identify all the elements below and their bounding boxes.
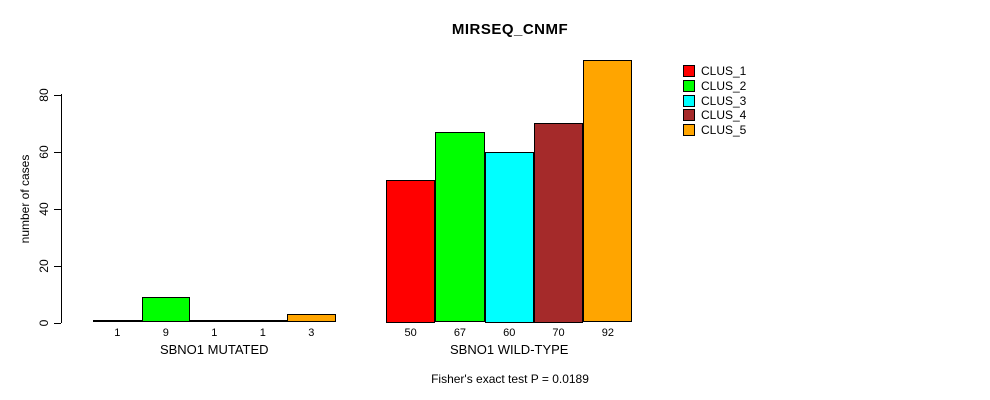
bar-value-label: 50 [404, 327, 417, 339]
legend-item-clus_2: CLUS_2 [683, 79, 746, 94]
bar-value-label: 3 [308, 327, 315, 339]
bar-value-label: 1 [211, 327, 218, 339]
bar-clus_5-group1 [287, 313, 336, 323]
bar-clus_5-group2 [583, 60, 633, 323]
chart-title: MIRSEQ_CNMF [451, 21, 569, 38]
bar-clus_2-group1 [141, 296, 190, 323]
y-axis-label-text: number of cases [18, 154, 32, 244]
y-axis-line [61, 94, 62, 323]
legend-label: CLUS_4 [701, 108, 747, 123]
legend-swatch [683, 94, 695, 107]
bar-value-label: 67 [453, 327, 467, 339]
bar-clus_4-group1 [238, 319, 287, 323]
legend-swatch [683, 80, 695, 93]
legend-label: CLUS_5 [701, 123, 747, 138]
bar-value-label: 60 [503, 327, 516, 339]
legend-label: CLUS_3 [701, 93, 747, 108]
y-tick [54, 265, 61, 267]
bar-clus_1-group1 [93, 319, 142, 323]
bar-value-label: 1 [259, 327, 266, 339]
y-tick-label: 60 [37, 144, 51, 159]
bar-clus_1-group2 [386, 180, 436, 323]
legend-swatch [683, 109, 695, 122]
y-tick [54, 208, 61, 210]
bar-value-label: 1 [114, 327, 121, 339]
legend: CLUS_1 CLUS_2 CLUS_3 CLUS_4 CLUS_5 [683, 64, 746, 137]
pvalue-annotation: Fisher's exact test P = 0.0189 [431, 372, 589, 386]
y-tick [54, 322, 61, 324]
legend-swatch [683, 124, 695, 137]
bar-value-label: 92 [601, 327, 614, 339]
y-tick [54, 151, 61, 153]
bar-clus_4-group2 [533, 123, 584, 323]
legend-label: CLUS_1 [701, 64, 747, 79]
bar-value-label: 9 [162, 327, 169, 339]
bar-clus_3-group1 [190, 319, 239, 323]
y-tick-label: 0 [37, 319, 51, 326]
bar-value-label: 70 [552, 327, 565, 339]
y-tick-label: 40 [37, 201, 51, 216]
group-label-2: SBNO1 WILD-TYPE [450, 342, 569, 357]
y-tick [54, 94, 61, 96]
legend-item-clus_1: CLUS_1 [683, 64, 746, 79]
legend-item-clus_4: CLUS_4 [683, 108, 746, 123]
y-tick-label: 80 [37, 87, 51, 102]
legend-item-clus_3: CLUS_3 [683, 93, 746, 108]
bar-clus_2-group2 [435, 131, 485, 323]
legend-label: CLUS_2 [701, 79, 747, 94]
legend-swatch [683, 65, 695, 78]
y-tick-label: 20 [37, 258, 51, 273]
bar-clus_3-group2 [484, 151, 534, 323]
group-label-1: SBNO1 MUTATED [159, 342, 269, 357]
legend-item-clus_5: CLUS_5 [683, 123, 746, 138]
